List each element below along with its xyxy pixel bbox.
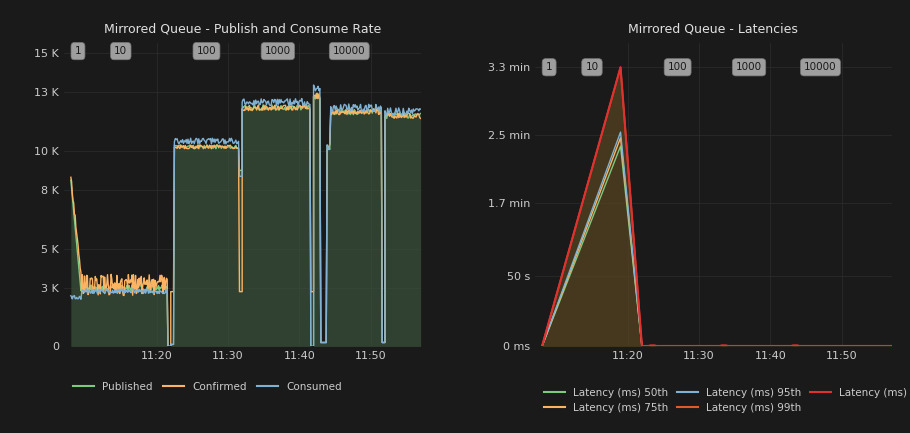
Text: 1000: 1000 [265, 46, 291, 56]
Legend: Latency (ms) 50th, Latency (ms) 75th, Latency (ms) 95th, Latency (ms) 99th, Late: Latency (ms) 50th, Latency (ms) 75th, La… [540, 384, 910, 417]
Text: 1000: 1000 [736, 62, 762, 72]
Text: 10: 10 [115, 46, 127, 56]
Text: 1: 1 [546, 62, 552, 72]
Title: Mirrored Queue - Latencies: Mirrored Queue - Latencies [629, 22, 798, 35]
Legend: Published, Confirmed, Consumed: Published, Confirmed, Consumed [69, 378, 346, 396]
Text: 100: 100 [197, 46, 217, 56]
Text: 10000: 10000 [333, 46, 366, 56]
Title: Mirrored Queue - Publish and Consume Rate: Mirrored Queue - Publish and Consume Rat… [104, 22, 380, 35]
Text: 10000: 10000 [804, 62, 836, 72]
Text: 100: 100 [668, 62, 687, 72]
Text: 1: 1 [75, 46, 81, 56]
Text: 10: 10 [585, 62, 599, 72]
